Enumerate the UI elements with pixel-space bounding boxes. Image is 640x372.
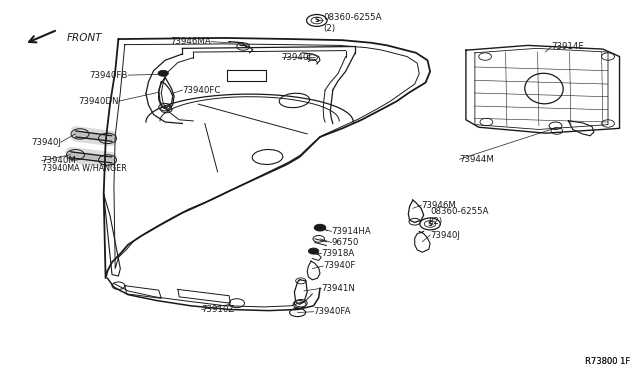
Text: 73910Z: 73910Z	[202, 305, 235, 314]
Text: 08360-6255A
(2): 08360-6255A (2)	[323, 13, 381, 33]
Text: 73946MA: 73946MA	[170, 37, 211, 46]
Text: 73914HA: 73914HA	[332, 227, 371, 236]
Text: 73941N: 73941N	[321, 284, 355, 293]
Text: 73940FC: 73940FC	[182, 86, 221, 94]
Text: 73940FB: 73940FB	[90, 71, 128, 80]
Text: S: S	[314, 17, 319, 23]
Circle shape	[314, 224, 326, 231]
Text: 73914E: 73914E	[552, 42, 584, 51]
Text: 73946M: 73946M	[421, 201, 456, 210]
Text: 96750: 96750	[332, 238, 359, 247]
Text: FRONT: FRONT	[67, 33, 102, 43]
Text: 73940F: 73940F	[323, 262, 356, 270]
Circle shape	[158, 70, 168, 76]
Text: 73918A: 73918A	[321, 249, 355, 258]
Text: 73940J: 73940J	[31, 138, 61, 147]
Circle shape	[308, 248, 319, 254]
Text: 73940M: 73940M	[42, 156, 76, 165]
Text: 73940MA W/HANGER: 73940MA W/HANGER	[42, 164, 126, 173]
Text: R73800 1F: R73800 1F	[585, 357, 630, 366]
Text: 73944M: 73944M	[460, 155, 494, 164]
Text: 73940J: 73940J	[430, 231, 460, 240]
Text: 73940DN: 73940DN	[78, 97, 118, 106]
Text: R73800 1F: R73800 1F	[585, 357, 630, 366]
Text: 08360-6255A
(2): 08360-6255A (2)	[430, 207, 488, 226]
Text: 73940J: 73940J	[282, 53, 312, 62]
Text: 73940FA: 73940FA	[314, 307, 351, 316]
Text: S: S	[428, 221, 433, 227]
